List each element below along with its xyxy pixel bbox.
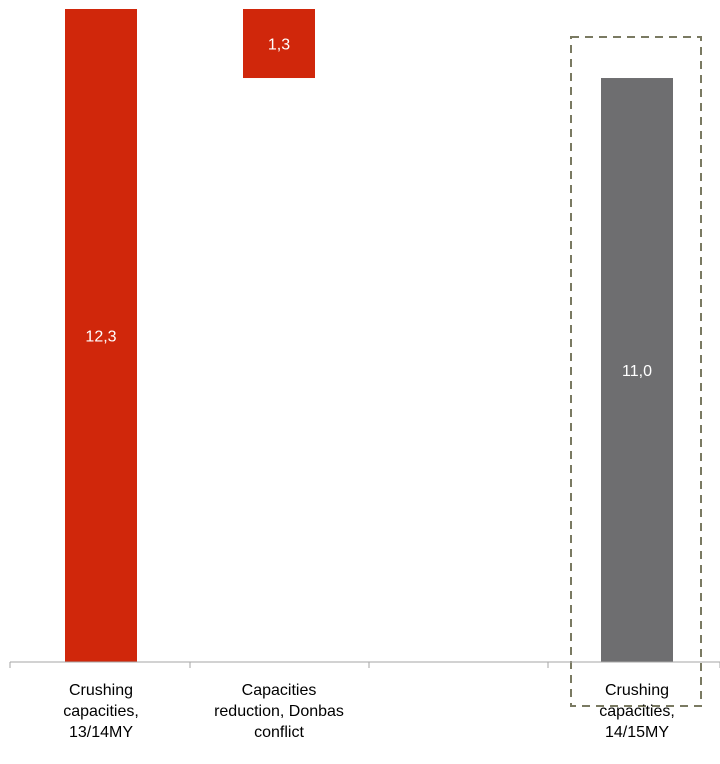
data-label-0: 12,3 <box>85 329 116 346</box>
highlight-box <box>570 36 702 707</box>
bar-0 <box>65 9 137 662</box>
x-axis-ticks <box>9 662 720 668</box>
category-label-3: Crushing capacities, 14/15MY <box>599 682 675 741</box>
data-label-1: 1,3 <box>268 37 290 54</box>
category-label-1: Capacities reduction, Donbas conflict <box>214 682 344 741</box>
bar-1 <box>243 9 315 79</box>
category-label-0: Crushing capacities, 13/14MY <box>63 682 139 741</box>
bar-3 <box>601 78 673 663</box>
data-labels-layer: 12,3 1,3 11,0 <box>85 37 652 380</box>
bars-layer <box>65 9 673 663</box>
data-label-3: 11,0 <box>622 363 652 380</box>
